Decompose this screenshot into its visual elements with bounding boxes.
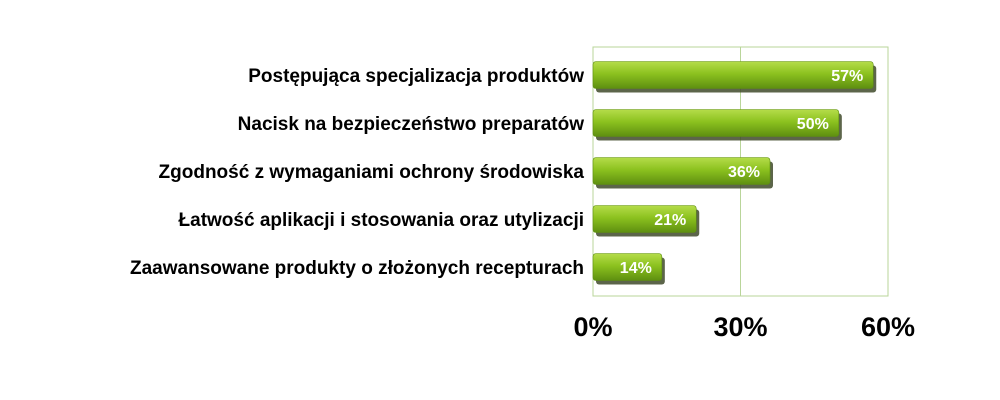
x-tick-label: 0% [573, 312, 612, 342]
bar-face [592, 109, 840, 137]
data-label: 14% [620, 260, 652, 277]
bar-face [592, 157, 771, 185]
category-label: Postępująca specjalizacja produktów [248, 66, 584, 87]
bar [592, 157, 773, 189]
bar [592, 61, 877, 93]
data-label: 50% [797, 116, 829, 133]
data-label: 57% [831, 68, 863, 85]
data-label: 21% [654, 212, 686, 229]
x-tick-label: 30% [713, 312, 767, 342]
category-labels: Postępująca specjalizacja produktów Nacis… [130, 66, 584, 279]
bar-face [592, 205, 697, 233]
x-tick-label: 60% [861, 312, 915, 342]
bar-face [592, 253, 663, 281]
bar [592, 109, 842, 141]
category-label: Zaawansowane produkty o złożonych recept… [130, 258, 584, 279]
bars [592, 61, 877, 285]
bar [592, 205, 700, 237]
data-labels: 57% 50% 36% 21% 14% [620, 68, 863, 277]
category-label: Nacisk na bezpieczeństwo preparatów [238, 114, 585, 135]
bar-face [592, 61, 874, 89]
bar [592, 253, 665, 285]
category-label: Zgodność z wymaganiami ochrony środowisk… [159, 162, 585, 183]
category-label: Łatwość aplikacji i stosowania oraz utyl… [179, 210, 584, 231]
data-label: 36% [728, 164, 760, 181]
x-axis-tick-labels: 0% 30% 60% [573, 312, 915, 342]
